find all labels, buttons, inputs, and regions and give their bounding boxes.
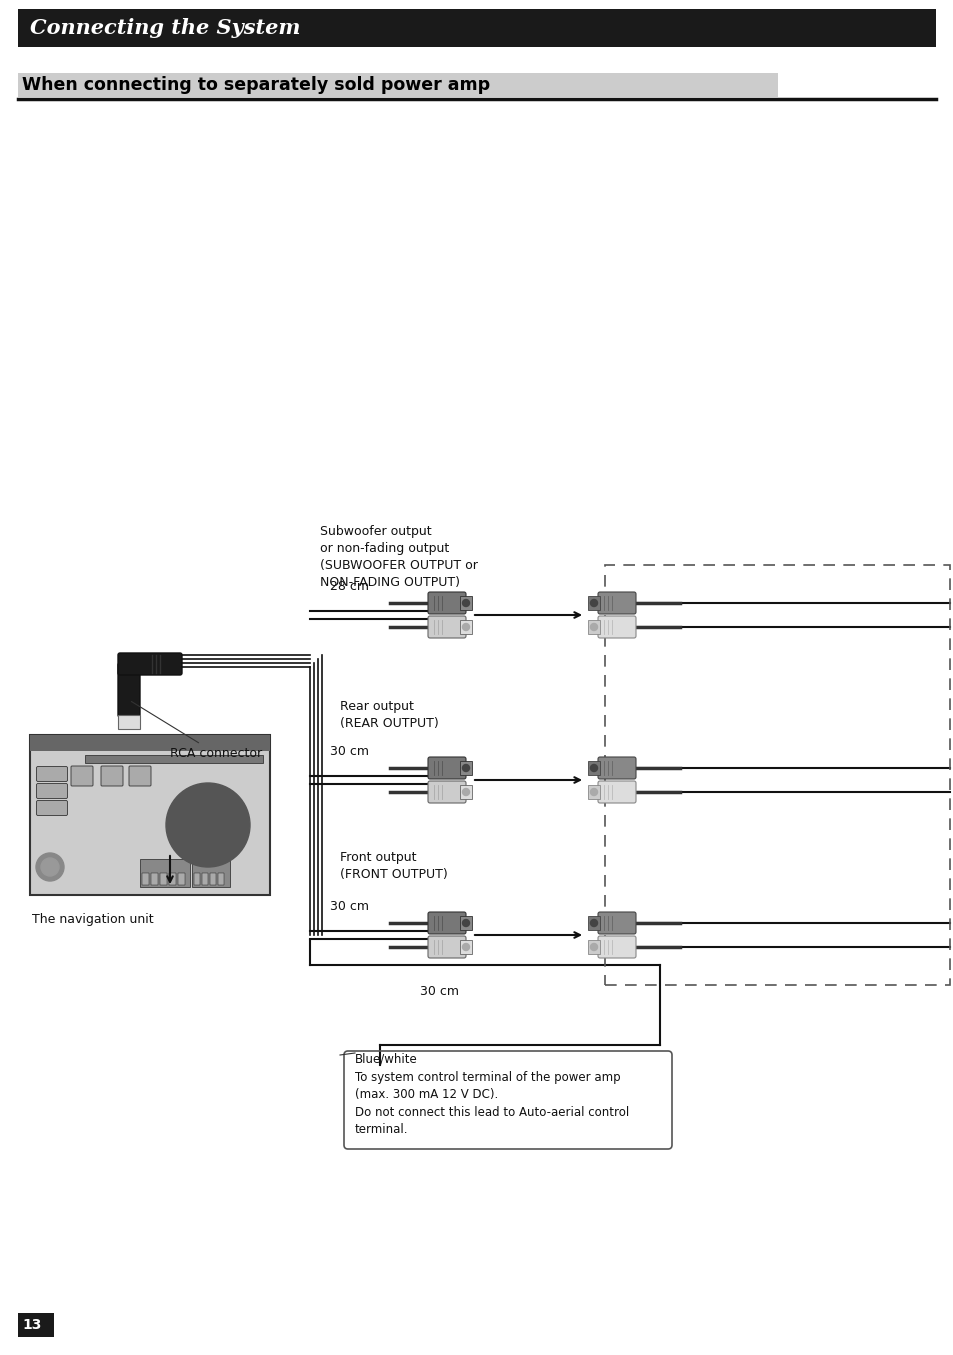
FancyBboxPatch shape — [192, 859, 230, 888]
Text: 30 cm: 30 cm — [419, 985, 458, 999]
Bar — [587, 596, 599, 610]
FancyBboxPatch shape — [428, 592, 465, 614]
Bar — [459, 916, 472, 930]
Bar — [30, 734, 270, 751]
FancyBboxPatch shape — [30, 734, 270, 896]
Circle shape — [166, 783, 250, 867]
Text: 30 cm: 30 cm — [330, 900, 369, 913]
FancyBboxPatch shape — [36, 767, 68, 782]
Circle shape — [198, 814, 218, 835]
Bar — [587, 621, 599, 634]
Bar — [202, 873, 208, 885]
Bar — [459, 940, 472, 954]
Circle shape — [186, 804, 230, 847]
Bar — [459, 762, 472, 775]
Bar — [160, 873, 167, 885]
Circle shape — [590, 599, 597, 607]
Bar — [151, 873, 158, 885]
Text: Subwoofer output
or non-fading output
(SUBWOOFER OUTPUT or
NON-FADING OUTPUT): Subwoofer output or non-fading output (S… — [319, 524, 477, 589]
FancyBboxPatch shape — [140, 859, 190, 888]
Circle shape — [462, 623, 469, 630]
FancyBboxPatch shape — [428, 780, 465, 804]
Bar — [169, 873, 175, 885]
Bar — [118, 715, 140, 729]
FancyBboxPatch shape — [598, 936, 636, 958]
FancyBboxPatch shape — [428, 617, 465, 638]
Circle shape — [173, 791, 242, 859]
Circle shape — [462, 599, 469, 607]
Text: RCA connector: RCA connector — [132, 702, 262, 760]
Bar — [18, 9, 935, 47]
Ellipse shape — [211, 832, 221, 846]
Circle shape — [590, 789, 597, 795]
FancyBboxPatch shape — [598, 780, 636, 804]
Bar — [210, 873, 215, 885]
Bar — [587, 916, 599, 930]
Text: 30 cm: 30 cm — [330, 745, 369, 757]
Bar — [18, 1313, 54, 1337]
Bar — [459, 596, 472, 610]
FancyBboxPatch shape — [428, 912, 465, 934]
FancyBboxPatch shape — [598, 757, 636, 779]
Circle shape — [590, 943, 597, 950]
Circle shape — [41, 858, 59, 875]
Circle shape — [36, 854, 64, 881]
Circle shape — [462, 920, 469, 927]
Bar — [587, 940, 599, 954]
Ellipse shape — [185, 821, 199, 829]
Circle shape — [462, 764, 469, 771]
Text: When connecting to separately sold power amp: When connecting to separately sold power… — [22, 76, 490, 93]
FancyBboxPatch shape — [71, 766, 92, 786]
Circle shape — [590, 623, 597, 630]
Circle shape — [590, 764, 597, 771]
Text: Connecting the System: Connecting the System — [30, 18, 300, 38]
Bar — [85, 755, 263, 763]
FancyBboxPatch shape — [36, 783, 68, 798]
Bar — [178, 873, 185, 885]
FancyBboxPatch shape — [118, 653, 182, 675]
FancyBboxPatch shape — [129, 766, 151, 786]
Text: The navigation unit: The navigation unit — [32, 913, 153, 925]
FancyBboxPatch shape — [598, 592, 636, 614]
Circle shape — [462, 789, 469, 795]
FancyBboxPatch shape — [598, 912, 636, 934]
Bar — [459, 785, 472, 799]
Text: 13: 13 — [22, 1318, 41, 1332]
Bar — [218, 873, 224, 885]
Ellipse shape — [194, 832, 205, 846]
Bar — [18, 73, 778, 98]
Text: 28 cm: 28 cm — [330, 580, 369, 593]
Text: Front output
(FRONT OUTPUT): Front output (FRONT OUTPUT) — [339, 851, 447, 881]
FancyBboxPatch shape — [428, 757, 465, 779]
Bar — [587, 762, 599, 775]
Bar — [587, 785, 599, 799]
Text: Blue/white
To system control terminal of the power amp
(max. 300 mA 12 V DC).
Do: Blue/white To system control terminal of… — [355, 1053, 629, 1135]
FancyBboxPatch shape — [118, 663, 140, 717]
FancyBboxPatch shape — [598, 617, 636, 638]
Bar — [193, 873, 200, 885]
Ellipse shape — [216, 821, 231, 829]
FancyBboxPatch shape — [101, 766, 123, 786]
Ellipse shape — [211, 805, 221, 817]
FancyBboxPatch shape — [428, 936, 465, 958]
Bar — [459, 621, 472, 634]
Circle shape — [590, 920, 597, 927]
Text: Rear output
(REAR OUTPUT): Rear output (REAR OUTPUT) — [339, 701, 438, 730]
Bar — [142, 873, 149, 885]
Circle shape — [462, 943, 469, 950]
Bar — [604, 565, 949, 985]
FancyBboxPatch shape — [36, 801, 68, 816]
Ellipse shape — [194, 805, 205, 817]
